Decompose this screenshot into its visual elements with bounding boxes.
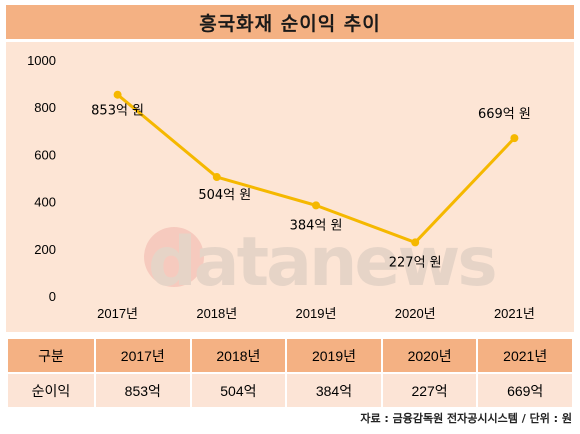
data-point [212, 173, 221, 182]
table-cell: 384억 [285, 372, 383, 409]
table-cell: 504억 [189, 372, 288, 409]
data-label: 227억 원 [389, 255, 442, 270]
x-tick-label: 2020년 [395, 306, 436, 321]
x-tick-label: 2017년 [97, 306, 138, 321]
x-tick-label: 2021년 [494, 306, 535, 321]
series-group: 853억 원 504억 원 384억 원 227억 원 669억 원 [91, 90, 531, 270]
y-tick-label: 200 [34, 242, 56, 257]
watermark-circle [144, 227, 204, 287]
data-label: 853억 원 [91, 104, 144, 119]
y-tick-label: 800 [34, 100, 56, 115]
table-row-label: 순이익 [6, 372, 96, 409]
x-axis: 2017년 2018년 2019년 2020년 2021년 [97, 306, 535, 321]
data-table: 구분 2017년 2018년 2019년 2020년 2021년 순이익 853… [6, 337, 574, 409]
data-label: 669억 원 [478, 107, 531, 122]
table-header-row: 구분 2017년 2018년 2019년 2020년 2021년 [6, 337, 574, 374]
table-header-cell: 2018년 [189, 337, 288, 374]
watermark-logo: datanews [144, 223, 498, 302]
x-tick-label: 2018년 [196, 306, 237, 321]
data-label: 384억 원 [290, 218, 343, 233]
y-axis: 0 200 400 600 800 1000 [27, 53, 56, 304]
data-point [411, 238, 420, 247]
y-tick-label: 1000 [27, 53, 56, 68]
table-row: 순이익 853억 504억 384억 227억 669억 [6, 372, 574, 409]
data-point [113, 90, 122, 99]
table-header-cell: 2021년 [476, 337, 574, 374]
table-header-cell: 구분 [6, 337, 96, 374]
x-tick-label: 2019년 [296, 306, 337, 321]
table-header-cell: 2019년 [285, 337, 383, 374]
table-cell: 227억 [380, 372, 479, 409]
y-tick-label: 600 [34, 147, 56, 162]
y-tick-label: 0 [49, 289, 56, 304]
source-note: 자료 : 금융감독원 전자공시시스템 / 단위 : 원 [360, 412, 572, 425]
table-header-cell: 2020년 [380, 337, 479, 374]
data-point [510, 134, 519, 143]
table-header-cell: 2017년 [94, 337, 192, 374]
watermark-text: datanews [148, 223, 495, 302]
chart-title: 흥국화재 순이익 추이 [199, 12, 381, 35]
chart-area: datanews 0 200 400 600 800 1000 2017년 2018년 201… [6, 42, 574, 332]
chart-title-bar: 흥국화재 순이익 추이 [6, 5, 574, 39]
table-cell: 669억 [476, 372, 574, 409]
data-label: 504억 원 [198, 188, 251, 203]
data-point [312, 201, 320, 210]
table-cell: 853억 [94, 372, 192, 409]
y-tick-label: 400 [34, 195, 56, 210]
